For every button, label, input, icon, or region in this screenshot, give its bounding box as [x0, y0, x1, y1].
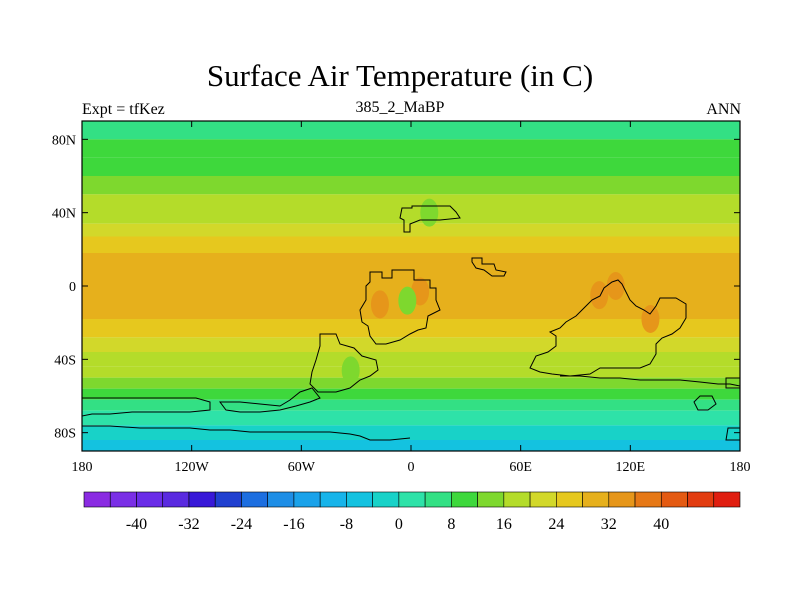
coastline-east-tip [693, 395, 717, 411]
coastline-antarctic-east [560, 375, 740, 387]
field-spot-3 [606, 272, 625, 300]
colorbar-label: -8 [340, 516, 353, 533]
x-tick-label: 60W [288, 460, 316, 475]
coastline-south-east [725, 427, 740, 441]
coastline-far-east [725, 377, 740, 389]
colorbar-label: 8 [447, 516, 455, 533]
colorbar-swatch [214, 491, 242, 508]
colorbar-swatch [293, 491, 321, 508]
colorbar-swatch [319, 491, 347, 508]
colorbar-label: 0 [395, 516, 403, 533]
colorbar-swatch [136, 491, 164, 508]
temperature-field [82, 121, 740, 451]
field-band-13 [82, 377, 740, 389]
colorbar-swatch [346, 491, 373, 508]
colorbar-label: -16 [283, 516, 304, 533]
y-tick-label: 80S [54, 427, 76, 442]
field-band-1 [82, 139, 740, 158]
x-tick-label: 180 [72, 460, 93, 475]
coastlines [82, 205, 740, 441]
coastline-small-island [471, 257, 507, 277]
field-band-17 [82, 425, 740, 440]
x-tick-label: 60E [509, 460, 532, 475]
colorbar-swatch [109, 491, 137, 508]
field-band-7 [82, 236, 740, 253]
field-band-10 [82, 337, 740, 352]
colorbar-swatch [713, 491, 741, 508]
field-band-4 [82, 194, 740, 209]
colorbar-label: 24 [548, 516, 564, 533]
field-band-16 [82, 410, 740, 426]
colorbar-swatch [267, 491, 295, 508]
colorbar-swatch [503, 491, 531, 508]
colorbar-swatch [660, 491, 688, 508]
colorbar-swatch [188, 491, 216, 508]
field-spot-2 [590, 281, 609, 310]
field-spot-4 [641, 305, 660, 333]
field-band-11 [82, 352, 740, 367]
colorbar-label: 16 [496, 516, 512, 533]
field-band-15 [82, 399, 740, 411]
y-tick-label: 40N [52, 207, 76, 222]
coastline-antarctic-west [82, 397, 211, 417]
colorbar-swatch [608, 491, 636, 508]
coastline-africa [359, 269, 441, 345]
colorbar-label: -40 [126, 516, 147, 533]
experiment-label: Expt = tfKez [82, 101, 165, 118]
x-tick-label: 180 [730, 460, 751, 475]
chart-title: Surface Air Temperature (in C) [206, 58, 594, 93]
field-band-5 [82, 209, 740, 224]
colorbar-swatch [162, 491, 190, 508]
colorbar-swatch [477, 491, 505, 508]
coastline-antarctic-ring [219, 387, 321, 413]
field-band-6 [82, 223, 740, 237]
colorbar-swatch [582, 491, 610, 508]
x-tick-label: 120W [175, 460, 210, 475]
colorbar-swatch [241, 491, 268, 508]
colorbar-label: -24 [231, 516, 252, 533]
field-band-12 [82, 366, 740, 378]
colorbar-swatch [556, 491, 583, 508]
field-band-3 [82, 176, 740, 195]
colorbar-swatch [451, 491, 478, 508]
colorbar-swatch [398, 491, 426, 508]
y-tick-label: 0 [69, 280, 76, 295]
field-spot-0 [370, 290, 389, 319]
colorbar-swatch [634, 491, 662, 508]
colorbar-swatch [687, 491, 715, 508]
field-band-14 [82, 388, 740, 400]
field-spot-7 [398, 286, 417, 315]
colorbar-label: 32 [601, 516, 617, 533]
y-tick-label: 80N [52, 133, 76, 148]
x-tick-label: 120E [616, 460, 646, 475]
period-label: ANN [706, 101, 741, 118]
colorbar-swatch [372, 491, 400, 508]
subtitle-label: 385_2_MaBP [355, 99, 445, 116]
field-spot-5 [420, 198, 439, 227]
colorbar-label: -32 [178, 516, 199, 533]
coastline-australia-india [529, 279, 687, 377]
x-axis: 180 120W 60W 0 60E 120E 180 [72, 121, 751, 475]
field-spot-6 [341, 356, 360, 385]
field-band-0 [82, 121, 740, 140]
colorbar: -40 -32 -24 -16 -8 0 8 16 24 32 40 [83, 491, 741, 533]
coastline-south-america [309, 333, 379, 393]
x-tick-label: 0 [408, 460, 415, 475]
colorbar-swatch [83, 491, 111, 508]
y-tick-label: 40S [54, 353, 76, 368]
colorbar-swatch [424, 491, 452, 508]
field-band-9 [82, 319, 740, 338]
colorbar-label: 40 [653, 516, 669, 533]
field-band-2 [82, 157, 740, 176]
y-axis: 80N 40N 0 40S 80S [52, 133, 740, 442]
coastline-antarctic-mid [82, 425, 411, 441]
colorbar-swatch [529, 491, 557, 508]
coastline-north-block [399, 205, 461, 233]
